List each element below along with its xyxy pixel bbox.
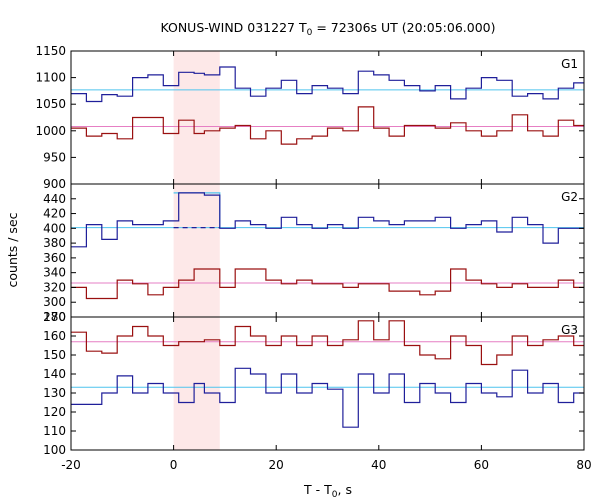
y-tick-label-g2-340: 340 <box>43 266 66 280</box>
y-axis-label: counts / sec <box>5 212 20 287</box>
y-tick-label-g1-1050: 1050 <box>35 97 66 111</box>
panel-label-g1: G1 <box>561 57 578 71</box>
series-g1-1 <box>71 106 584 145</box>
series-g3-0 <box>71 320 584 366</box>
x-tick-label-20: 20 <box>269 458 284 472</box>
y-tick-label-g2-360: 360 <box>43 251 66 265</box>
x-axis-label-subscript: 0 <box>332 490 338 500</box>
chart-title-main: KONUS-WIND 031227 T <box>160 20 306 35</box>
panel-label-g3: G3 <box>561 323 578 337</box>
y-tick-label-g1-1150: 1150 <box>35 44 66 58</box>
y-tick-label-g2-400: 400 <box>43 221 66 235</box>
series-g2-1 <box>71 268 584 300</box>
series-g3-1 <box>71 367 584 428</box>
y-tick-label-g1-1000: 1000 <box>35 124 66 138</box>
series-g2-0 <box>71 192 584 248</box>
panel-g1: 900 950 1000 1050 1100 1150 G1 <box>35 44 585 191</box>
panel-frame-g3 <box>70 316 585 451</box>
y-tick-label-g2-440: 440 <box>43 192 66 206</box>
x-tick-label-60: 60 <box>474 458 489 472</box>
x-tick-label--20: -20 <box>61 458 81 472</box>
panel-label-g2: G2 <box>561 190 578 204</box>
y-tick-label-g1-1100: 1100 <box>35 71 66 85</box>
y-tick-label-g3-160: 160 <box>43 329 66 343</box>
y-tick-label-g3-120: 120 <box>43 405 66 419</box>
x-axis-label-rest: , s <box>338 482 352 497</box>
x-tick-label-80: 80 <box>576 458 591 472</box>
x-tick-label-40: 40 <box>371 458 386 472</box>
x-tick-label-0: 0 <box>170 458 178 472</box>
y-tick-label-g3-100: 100 <box>43 443 66 457</box>
chart-title: KONUS-WIND 031227 T0 = 72306s UT (20:05:… <box>160 20 495 38</box>
y-tick-label-g3-130: 130 <box>43 386 66 400</box>
x-axis-label: T - T0, s <box>303 482 352 500</box>
y-tick-label-g1-950: 950 <box>43 150 66 164</box>
y-tick-label-g3-150: 150 <box>43 348 66 362</box>
y-tick-label-g2-280: 280 <box>43 310 66 324</box>
y-tick-label-g2-420: 420 <box>43 207 66 221</box>
panel-g3: 100 110 120 130 140 150 160 170 G3 <box>43 310 585 457</box>
x-axis-label-main: T - T <box>303 482 332 497</box>
y-tick-label-g2-300: 300 <box>43 295 66 309</box>
y-tick-label-g3-170: 170 <box>43 310 66 324</box>
y-tick-label-g3-110: 110 <box>43 424 66 438</box>
plot-area: 9009501000105011001150G12803003203403603… <box>35 44 591 472</box>
chart-title-subscript: 0 <box>307 28 313 38</box>
highlight-interval-band <box>173 51 220 450</box>
y-tick-label-g2-380: 380 <box>43 236 66 250</box>
chart-title-rest: = 72306s UT (20:05:06.000) <box>312 20 495 35</box>
y-tick-label-g2-320: 320 <box>43 280 66 294</box>
panel-frame-g2 <box>70 183 585 318</box>
y-tick-label-g3-140: 140 <box>43 367 66 381</box>
series-g1-0 <box>71 66 584 103</box>
y-tick-label-g1-900: 900 <box>43 177 66 191</box>
